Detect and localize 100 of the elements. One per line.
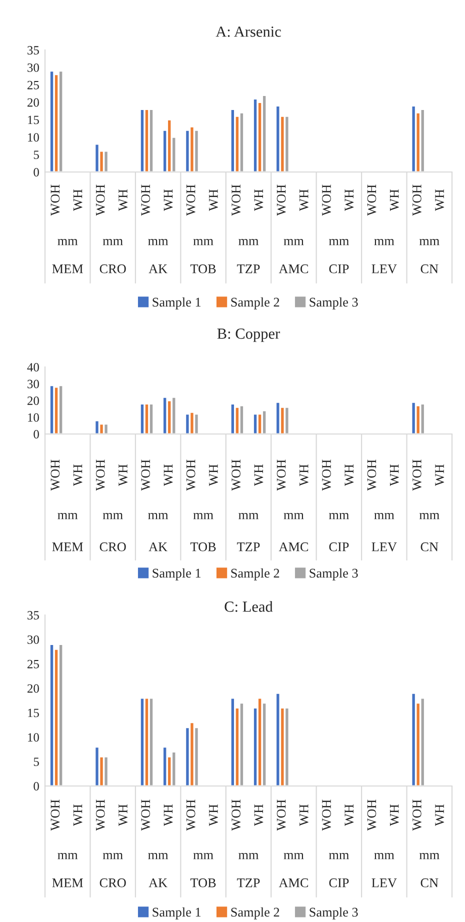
x-tick-label: WH [254, 189, 264, 211]
x-tick-label: WH [73, 189, 82, 211]
text: CIP [329, 542, 349, 552]
bar [420, 403, 426, 434]
text: mm [58, 512, 78, 520]
x-tick-label: WH [73, 464, 82, 486]
x-tick-label: WOH [186, 800, 196, 831]
text: MEM [52, 264, 83, 274]
chart-title: C: Lead [224, 601, 273, 612]
text: mm [148, 238, 168, 246]
x-tick-label: WH [209, 464, 218, 486]
x-tick-label: WOH [141, 460, 150, 491]
legend-label: Sample 2 [231, 907, 280, 920]
x-tick-label: WOH [96, 800, 105, 831]
bar [238, 112, 244, 172]
text: AMC [278, 542, 308, 552]
text: mm [193, 512, 214, 520]
y-tick-label: 15 [28, 708, 39, 718]
text: CRO [100, 878, 126, 888]
text: LEV [372, 878, 397, 888]
x-tick-label: WH [300, 804, 308, 826]
legend-label: Sample 3 [310, 568, 358, 580]
x-tick-label: WOH [50, 184, 60, 216]
y-tick-label: 20 [27, 396, 39, 405]
x-tick-label: WOH [322, 800, 332, 831]
y-tick-label: 25 [27, 80, 39, 90]
x-tick-label: WH [164, 804, 173, 826]
x-tick-label: WOH [412, 460, 422, 491]
text: CIP [329, 878, 349, 888]
text: CN [420, 542, 438, 552]
y-tick-label: 10 [28, 133, 39, 142]
text: mm [238, 852, 259, 860]
x-tick-label: WH [435, 464, 444, 486]
x-tick-label: WH [344, 464, 354, 486]
text: mm [328, 238, 349, 246]
y-tick-label: 20 [27, 684, 39, 693]
text: mm [284, 852, 304, 860]
text: CRO [100, 264, 126, 274]
x-tick-label: WH [118, 804, 128, 826]
x-tick-label: WH [164, 464, 173, 486]
y-tick-label: 40 [27, 363, 39, 372]
y-tick-label: 25 [27, 660, 39, 668]
x-tick-label: WH [344, 189, 354, 211]
text: TOB [190, 878, 216, 888]
text: mm [419, 512, 440, 520]
legend-label: Sample 1 [152, 568, 201, 580]
x-tick-label: WH [390, 804, 399, 826]
legend-label: Sample 1 [152, 907, 201, 920]
x-tick-label: WH [164, 189, 173, 211]
bar [103, 150, 109, 172]
x-tick-label: WH [209, 804, 218, 826]
y-tick-label: 0 [34, 782, 39, 790]
y-tick-label: 0 [34, 430, 39, 438]
y-tick-label: 10 [28, 733, 39, 742]
x-tick-label: WOH [232, 184, 241, 216]
text: mm [374, 852, 394, 860]
y-tick-label: 20 [27, 98, 39, 107]
text: mm [102, 512, 123, 520]
chart-title: A: Arsenic [216, 26, 281, 37]
x-tick-label: WOH [276, 800, 286, 831]
text: CIP [329, 264, 349, 274]
y-tick-label: 35 [28, 611, 39, 620]
legend-label: Sample 2 [231, 568, 280, 580]
text: mm [238, 512, 259, 520]
x-tick-label: WOH [367, 800, 376, 831]
text: TOB [190, 264, 216, 274]
x-tick-label: WOH [276, 460, 286, 491]
x-tick-label: WH [254, 804, 264, 826]
text: MEM [52, 878, 83, 888]
y-tick-label: 0 [34, 168, 39, 176]
x-tick-label: WOH [412, 184, 422, 216]
x-tick-label: WOH [96, 184, 105, 216]
x-tick-label: WOH [186, 460, 196, 491]
y-tick-label: 15 [28, 116, 39, 124]
text: mm [419, 238, 440, 246]
x-tick-label: WH [209, 189, 218, 211]
x-tick-label: WOH [276, 184, 286, 216]
text: TZP [237, 264, 260, 274]
legend-label: Sample 1 [152, 297, 201, 310]
x-tick-label: WH [300, 464, 308, 486]
x-tick-label: WH [435, 189, 444, 211]
text: mm [58, 852, 78, 860]
x-tick-label: WOH [232, 460, 241, 491]
text: mm [102, 238, 123, 246]
x-tick-label: WOH [186, 184, 196, 216]
y-tick-label: 5 [34, 150, 39, 160]
text: mm [193, 238, 214, 246]
text: MEM [52, 542, 83, 552]
text: mm [284, 512, 304, 520]
text: CRO [100, 542, 126, 552]
x-tick-label: WH [118, 464, 128, 486]
bar [103, 423, 109, 434]
x-tick-label: WOH [50, 460, 60, 491]
text: TZP [237, 542, 260, 552]
x-tick-label: WOH [232, 800, 241, 831]
text: TOB [190, 542, 216, 552]
text: AMC [278, 878, 308, 888]
y-tick-label: 30 [28, 635, 39, 644]
text: mm [328, 852, 349, 860]
y-tick-label: 30 [28, 380, 39, 388]
